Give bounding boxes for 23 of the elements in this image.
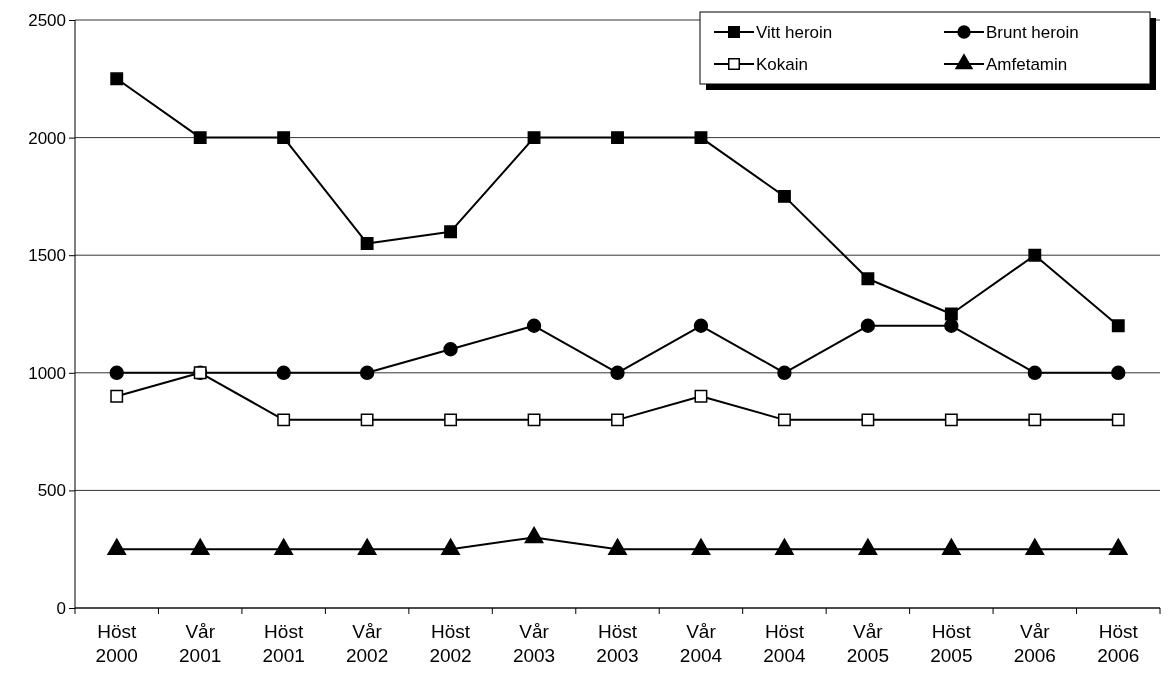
x-tick-label: Vår 2001 (179, 621, 222, 666)
x-tick-label: Höst 2003 (596, 621, 639, 666)
y-tick-label: 0 (56, 598, 66, 618)
x-tick-label: Höst 2000 (95, 621, 138, 666)
y-tick-label: 2500 (28, 10, 66, 30)
x-tick-label: Höst 2001 (262, 621, 305, 666)
x-tick-label: Höst 2006 (1097, 621, 1140, 666)
legend-label: Vitt heroin (756, 23, 833, 42)
x-tick-label: Höst 2002 (429, 621, 472, 666)
y-tick-label: 1000 (28, 363, 66, 383)
y-tick-label: 500 (37, 481, 66, 501)
x-tick-label: Höst 2004 (763, 621, 806, 666)
x-tick-label: Vår 2004 (679, 621, 723, 666)
y-tick-label: 1500 (28, 246, 66, 266)
x-tick-label: Vår 2005 (846, 621, 890, 666)
x-tick-label: Vår 2003 (512, 621, 556, 666)
x-tick-label: Vår 2006 (1013, 621, 1056, 666)
legend-label: Brunt heroin (986, 23, 1079, 42)
legend-label: Amfetamin (986, 55, 1068, 74)
legend-label: Kokain (756, 55, 808, 74)
x-tick-label: Vår 2002 (345, 621, 389, 666)
x-tick-label: Höst 2005 (930, 621, 973, 666)
y-tick-label: 2000 (28, 128, 66, 148)
